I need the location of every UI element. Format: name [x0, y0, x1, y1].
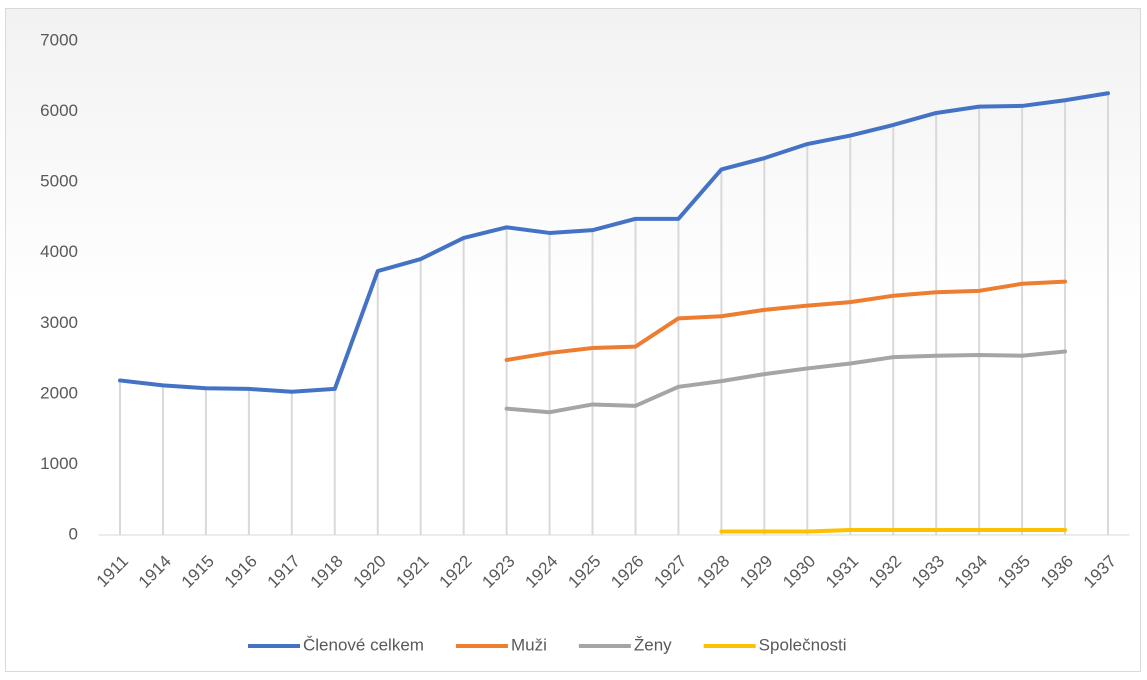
y-tick-label: 4000: [40, 242, 78, 261]
y-tick-label: 1000: [40, 454, 78, 473]
legend-label: Ženy: [634, 635, 672, 654]
y-tick-label: 7000: [40, 30, 78, 49]
chart-frame: [5, 8, 1141, 672]
y-tick-label: 6000: [40, 101, 78, 120]
plot-area: [118, 91, 1110, 534]
series-line: [504, 349, 1068, 415]
y-tick-label: 0: [69, 524, 78, 543]
legend-label: Společnosti: [759, 635, 847, 654]
y-tick-label: 2000: [40, 383, 78, 402]
y-tick-label: 3000: [40, 313, 78, 332]
series-line: [504, 279, 1068, 362]
series-line: [719, 528, 1068, 534]
legend-label: Členové celkem: [303, 635, 424, 654]
series-line: [118, 91, 1110, 394]
drop-lines: [119, 93, 1109, 535]
legend-label: Muži: [511, 635, 547, 654]
y-tick-label: 5000: [40, 172, 78, 191]
